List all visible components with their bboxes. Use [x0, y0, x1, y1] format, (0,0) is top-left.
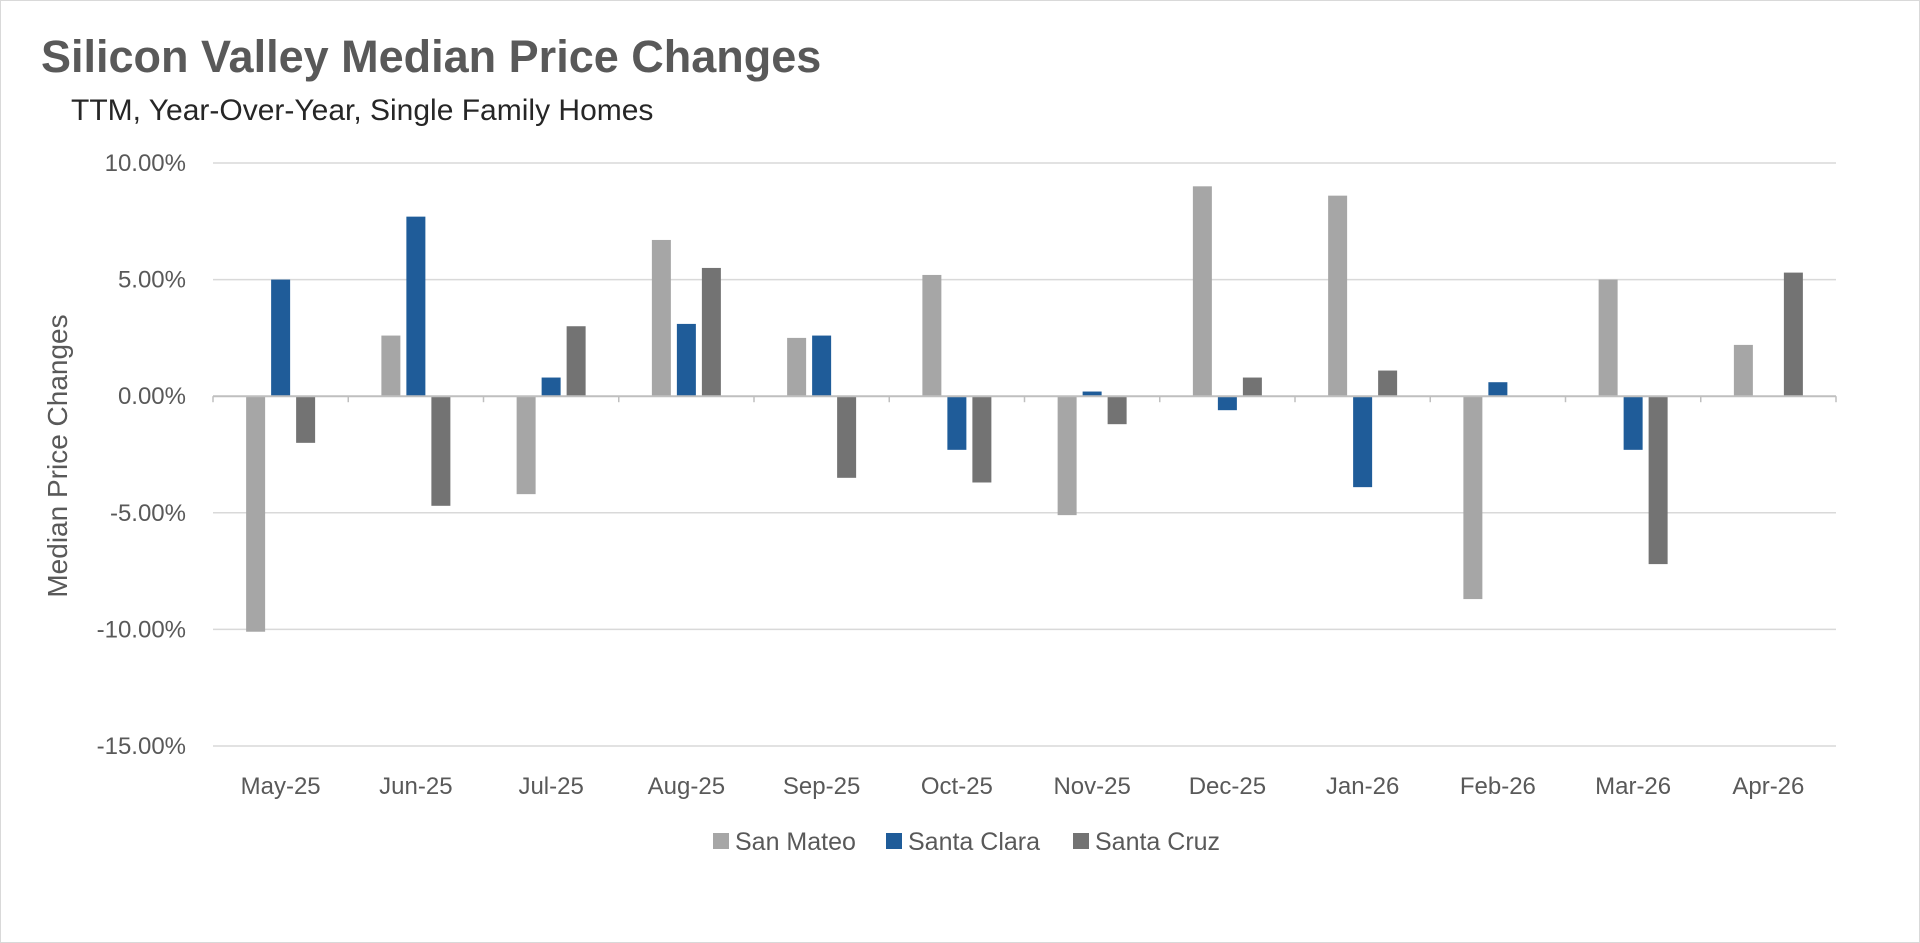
chart-title: Silicon Valley Median Price Changes	[41, 31, 822, 82]
y-tick-label: 10.00%	[105, 150, 186, 177]
bar-santa-cruz-apr-26	[1783, 272, 1803, 397]
y-axis-label: Median Price Changes	[42, 314, 73, 597]
x-tick-label: Oct-25	[921, 773, 993, 800]
bars	[212, 186, 1837, 632]
x-tick-label: Feb-26	[1460, 773, 1536, 800]
bar-san-mateo-jul-25	[516, 396, 536, 495]
bar-santa-cruz-aug-25	[701, 267, 721, 397]
legend-swatch-san-mateo	[713, 833, 729, 849]
bar-santa-clara-oct-25	[947, 396, 967, 450]
legend-label-santa-cruz: Santa Cruz	[1095, 828, 1220, 856]
legend-swatch-santa-clara	[886, 833, 902, 849]
y-tick-label: 0.00%	[118, 383, 186, 410]
legend-label-santa-clara: Santa Clara	[908, 828, 1040, 856]
x-tick-label: Jun-25	[379, 773, 452, 800]
x-tick-label: Jan-26	[1326, 773, 1399, 800]
bar-san-mateo-nov-25	[1057, 396, 1077, 516]
x-tick-label: May-25	[241, 773, 321, 800]
x-tick-label: Jul-25	[518, 773, 583, 800]
bar-santa-clara-may-25	[271, 279, 291, 397]
bar-san-mateo-jan-26	[1328, 195, 1348, 397]
bar-santa-clara-jul-25	[541, 377, 561, 397]
bar-san-mateo-aug-25	[651, 239, 671, 397]
bar-san-mateo-jun-25	[381, 335, 401, 397]
bar-santa-clara-mar-26	[1623, 396, 1643, 450]
bar-san-mateo-oct-25	[922, 274, 942, 397]
bar-san-mateo-mar-26	[1598, 279, 1618, 397]
bar-santa-cruz-jan-26	[1378, 370, 1398, 397]
chart-subtitle: TTM, Year-Over-Year, Single Family Homes	[71, 94, 654, 127]
legend-label-san-mateo: San Mateo	[735, 828, 856, 856]
x-tick-label: Sep-25	[783, 773, 860, 800]
bar-san-mateo-feb-26	[1463, 396, 1483, 600]
bar-santa-clara-jun-25	[406, 216, 426, 397]
bar-santa-clara-jan-26	[1353, 396, 1373, 488]
bar-santa-clara-dec-25	[1217, 396, 1237, 411]
bar-san-mateo-apr-26	[1733, 344, 1753, 397]
legend: San Mateo Santa Clara Santa Cruz	[713, 828, 1220, 856]
bar-santa-cruz-mar-26	[1648, 396, 1668, 565]
bar-santa-clara-aug-25	[676, 323, 696, 397]
y-tick-label: 5.00%	[118, 267, 186, 294]
y-tick-labels: 10.00% 5.00% 0.00% -5.00% -10.00% -15.00%	[97, 150, 186, 760]
y-tick-label: -15.00%	[97, 733, 186, 760]
bar-santa-cruz-dec-25	[1242, 377, 1262, 397]
bar-santa-cruz-jun-25	[431, 396, 451, 506]
x-tick-label: Aug-25	[648, 773, 725, 800]
bar-santa-clara-feb-26	[1488, 382, 1508, 397]
bar-santa-cruz-jul-25	[566, 326, 586, 397]
bar-santa-cruz-nov-25	[1107, 396, 1127, 425]
x-tick-labels: May-25 Jun-25 Jul-25 Aug-25 Sep-25 Oct-25 Nov-…	[241, 773, 1805, 800]
bar-santa-cruz-may-25	[296, 396, 316, 443]
x-tick-label: Nov-25	[1053, 773, 1130, 800]
bar-santa-cruz-sep-25	[837, 396, 857, 478]
x-tick-label: Dec-25	[1189, 773, 1266, 800]
y-tick-label: -10.00%	[97, 616, 186, 643]
bar-santa-clara-nov-25	[1082, 391, 1102, 397]
y-tick-label: -5.00%	[110, 500, 186, 527]
x-tick-label: Mar-26	[1595, 773, 1671, 800]
bar-santa-clara-sep-25	[812, 335, 832, 397]
legend-swatch-santa-cruz	[1073, 833, 1089, 849]
x-tick-label: Apr-26	[1732, 773, 1804, 800]
bar-san-mateo-may-25	[246, 396, 266, 632]
bar-san-mateo-dec-25	[1192, 186, 1212, 397]
bar-san-mateo-sep-25	[787, 337, 807, 397]
gridlines	[213, 162, 1836, 747]
bar-santa-cruz-oct-25	[972, 396, 992, 483]
